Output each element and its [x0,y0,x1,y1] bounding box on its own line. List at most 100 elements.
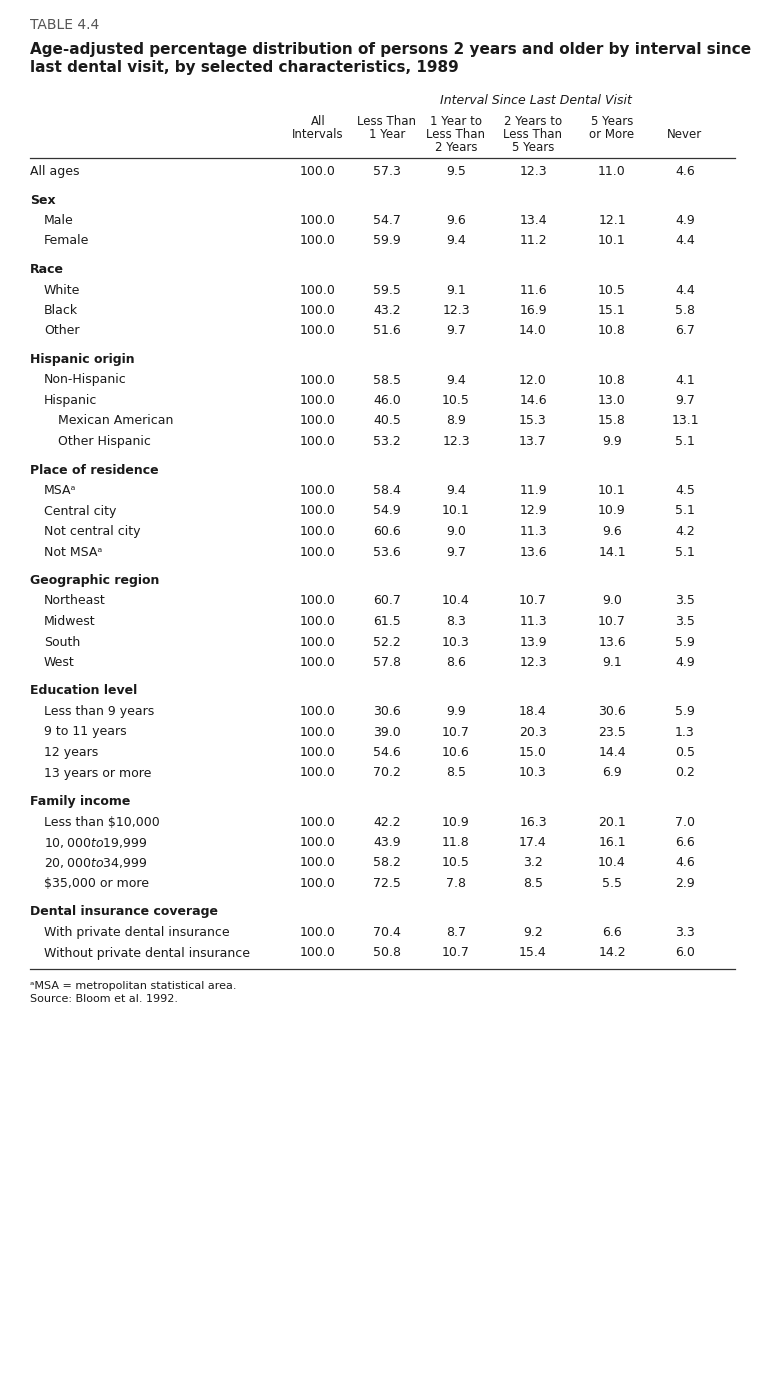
Text: 8.3: 8.3 [446,615,466,629]
Text: 3.5: 3.5 [675,615,695,629]
Text: 46.0: 46.0 [373,394,401,407]
Text: Other: Other [44,324,80,338]
Text: 100.0: 100.0 [300,284,336,296]
Text: 15.0: 15.0 [519,746,547,759]
Text: 6.9: 6.9 [602,767,622,780]
Text: 100.0: 100.0 [300,415,336,427]
Text: Geographic region: Geographic region [30,574,159,587]
Text: 30.6: 30.6 [373,705,401,718]
Text: 9.1: 9.1 [602,657,622,669]
Text: 13.7: 13.7 [519,434,547,448]
Text: 5.9: 5.9 [675,636,695,648]
Text: 53.2: 53.2 [373,434,401,448]
Text: 4.9: 4.9 [675,657,695,669]
Text: 3.3: 3.3 [675,926,695,939]
Text: Hispanic: Hispanic [44,394,97,407]
Text: 18.4: 18.4 [519,705,547,718]
Text: 9.6: 9.6 [446,214,466,226]
Text: 10.5: 10.5 [598,284,626,296]
Text: 42.2: 42.2 [373,816,401,828]
Text: 13.9: 13.9 [519,636,547,648]
Text: Family income: Family income [30,795,130,807]
Text: 57.3: 57.3 [373,165,401,177]
Text: 9.0: 9.0 [602,595,622,608]
Text: 12.1: 12.1 [598,214,626,226]
Text: 3.5: 3.5 [675,595,695,608]
Text: 6.0: 6.0 [675,947,695,960]
Text: Hispanic origin: Hispanic origin [30,353,135,366]
Text: 9.0: 9.0 [446,525,466,538]
Text: 5 Years: 5 Years [591,115,633,129]
Text: 13.6: 13.6 [519,545,547,559]
Text: Never: Never [667,129,702,141]
Text: 14.1: 14.1 [598,545,626,559]
Text: 17.4: 17.4 [519,835,547,849]
Text: 16.1: 16.1 [598,835,626,849]
Text: 100.0: 100.0 [300,434,336,448]
Text: 12.9: 12.9 [519,504,547,517]
Text: 13.0: 13.0 [598,394,626,407]
Text: 9.4: 9.4 [446,235,466,247]
Text: 3.2: 3.2 [523,856,543,869]
Text: White: White [44,284,80,296]
Text: 100.0: 100.0 [300,595,336,608]
Text: 8.9: 8.9 [446,415,466,427]
Text: 5.1: 5.1 [675,504,695,517]
Text: 52.2: 52.2 [373,636,401,648]
Text: 12.3: 12.3 [442,434,470,448]
Text: 11.6: 11.6 [519,284,547,296]
Text: 43.2: 43.2 [373,305,401,317]
Text: 2 Years: 2 Years [435,141,477,154]
Text: 20.1: 20.1 [598,816,626,828]
Text: 10.4: 10.4 [442,595,470,608]
Text: 11.3: 11.3 [519,525,547,538]
Text: 10.9: 10.9 [598,504,626,517]
Text: 58.4: 58.4 [373,483,401,497]
Text: Intervals: Intervals [292,129,343,141]
Text: Central city: Central city [44,504,116,517]
Text: 100.0: 100.0 [300,165,336,177]
Text: Less than 9 years: Less than 9 years [44,705,155,718]
Text: 100.0: 100.0 [300,214,336,226]
Text: 10.7: 10.7 [519,595,547,608]
Text: 12.3: 12.3 [519,165,547,177]
Text: 13.4: 13.4 [519,214,547,226]
Text: 9 to 11 years: 9 to 11 years [44,725,127,739]
Text: 4.9: 4.9 [675,214,695,226]
Text: 9.4: 9.4 [446,483,466,497]
Text: 15.3: 15.3 [519,415,547,427]
Text: 100.0: 100.0 [300,525,336,538]
Text: 6.7: 6.7 [675,324,695,338]
Text: 5.5: 5.5 [602,877,622,890]
Text: 9.9: 9.9 [446,705,466,718]
Text: ᵃMSA = metropolitan statistical area.: ᵃMSA = metropolitan statistical area. [30,981,236,990]
Text: 13.1: 13.1 [671,415,698,427]
Text: 10.1: 10.1 [442,504,470,517]
Text: 9.7: 9.7 [446,324,466,338]
Text: 10.7: 10.7 [442,947,470,960]
Text: 8.7: 8.7 [446,926,466,939]
Text: 9.2: 9.2 [523,926,543,939]
Text: $35,000 or more: $35,000 or more [44,877,149,890]
Text: 53.6: 53.6 [373,545,401,559]
Text: 5 Years: 5 Years [512,141,554,154]
Text: 100.0: 100.0 [300,373,336,387]
Text: 4.2: 4.2 [675,525,695,538]
Text: 100.0: 100.0 [300,305,336,317]
Text: 40.5: 40.5 [373,415,401,427]
Text: 100.0: 100.0 [300,746,336,759]
Text: $20,000 to $34,999: $20,000 to $34,999 [44,856,148,870]
Text: 5.1: 5.1 [675,434,695,448]
Text: 30.6: 30.6 [598,705,626,718]
Text: 2 Years to: 2 Years to [504,115,562,129]
Text: 11.9: 11.9 [519,483,547,497]
Text: 58.2: 58.2 [373,856,401,869]
Text: 100.0: 100.0 [300,856,336,869]
Text: 8.5: 8.5 [446,767,466,780]
Text: 57.8: 57.8 [373,657,401,669]
Text: South: South [44,636,80,648]
Text: 10.5: 10.5 [442,856,470,869]
Text: 11.8: 11.8 [442,835,470,849]
Text: Age-adjusted percentage distribution of persons 2 years and older by interval si: Age-adjusted percentage distribution of … [30,42,751,57]
Text: All ages: All ages [30,165,80,177]
